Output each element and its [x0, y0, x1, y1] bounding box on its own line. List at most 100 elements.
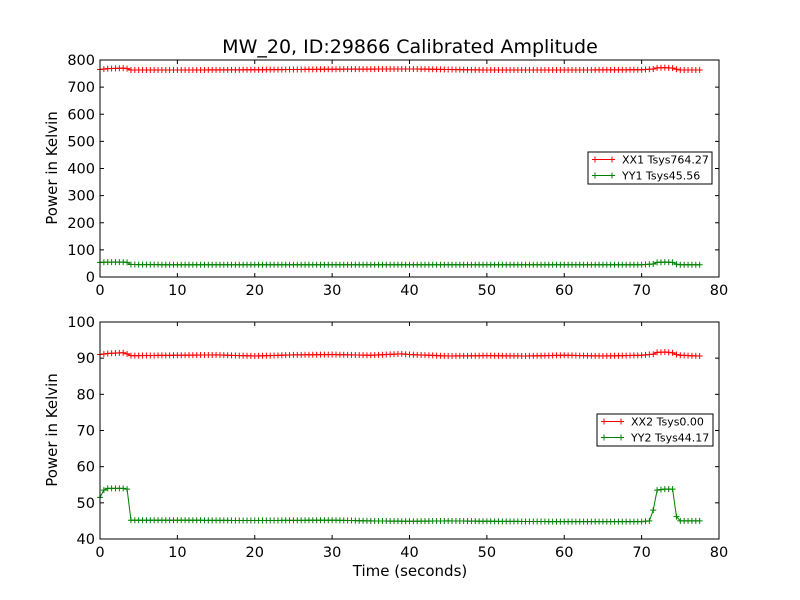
- top-y-tick-label-400: 400: [67, 162, 95, 178]
- top-y-tick-600: 600: [67, 107, 719, 123]
- bottom-y-tick-90: 90: [77, 351, 719, 367]
- bottom-y-tick-80: 80: [77, 387, 719, 403]
- bottom-point-yy2-155: [696, 517, 703, 524]
- bottom-y-ticks: 40 50 60 70 80 90 100: [67, 315, 719, 548]
- top-legend-box: [587, 151, 713, 185]
- bottom-x-tick-10: 10: [168, 322, 187, 561]
- top-y-tick-label-300: 300: [67, 189, 95, 205]
- top-x-tick-70: 70: [632, 60, 651, 299]
- top-y-tick-label-0: 0: [86, 270, 95, 286]
- bottom-x-tick-label-30: 30: [323, 545, 341, 561]
- top-legend-marker-xx1-1: [609, 156, 615, 163]
- top-x-tick-30: 30: [323, 60, 341, 299]
- bottom-point-xx2-149: [673, 351, 680, 358]
- bottom-legend-label-xx2: XX2 Tsys0.00: [631, 416, 704, 429]
- top-point-yy1-155: [696, 261, 703, 268]
- top-point-yy1-7: [124, 259, 131, 266]
- bottom-point-yy2-7: [124, 486, 131, 493]
- top-x-tick-label-10: 10: [168, 283, 186, 299]
- top-y-ticks: 0 100 200 300 400 500 600 700 800: [67, 53, 719, 286]
- bottom-x-tick-label-50: 50: [478, 545, 496, 561]
- top-x-tick-label-80: 80: [710, 283, 728, 299]
- top-y-tick-200: 200: [67, 216, 719, 232]
- bottom-x-tick-0: 0: [95, 322, 105, 561]
- bottom-point-yy2-145: [657, 486, 664, 493]
- bottom-legend-entry-yy2: YY2 Tsys44.17: [601, 432, 709, 445]
- top-point-xx1-7: [124, 65, 131, 72]
- bottom-point-yy2-143: [650, 507, 657, 514]
- top-point-xx1-155: [696, 67, 703, 74]
- bottom-x-tick-label-20: 20: [246, 545, 264, 561]
- top-y-tick-700: 700: [67, 80, 719, 96]
- top-y-tick-400: 400: [67, 162, 719, 178]
- bottom-x-tick-80: 80: [710, 322, 728, 561]
- bottom-point-xx2-7: [124, 350, 131, 357]
- bottom-x-tick-40: 40: [400, 322, 419, 561]
- top-y-tick-label-500: 500: [67, 134, 95, 150]
- bottom-point-xx2-148: [669, 349, 676, 356]
- bottom-legend-label-yy2: YY2 Tsys44.17: [630, 432, 709, 445]
- bottom-point-yy2-148: [669, 486, 676, 493]
- bottom-point-yy2-6: [120, 485, 127, 492]
- bottom-point-yy2-142: [646, 517, 653, 524]
- bottom-y-tick-100: 100: [67, 315, 719, 331]
- top-x-tick-label-40: 40: [400, 283, 418, 299]
- bottom-y-tick-label-90: 90: [77, 351, 95, 367]
- bottom-point-xx2-155: [696, 352, 703, 359]
- top-series-xx1: [97, 64, 703, 74]
- bottom-point-yy2-149: [673, 513, 680, 520]
- top-x-tick-label-60: 60: [555, 283, 573, 299]
- top-legend: XX1 Tsys764.27 YY1 Tsys45.56: [587, 151, 713, 185]
- top-point-xx1-6: [120, 65, 127, 72]
- top-y-tick-label-600: 600: [67, 107, 95, 123]
- top-y-tick-800: 800: [67, 53, 719, 69]
- top-y-tick-100: 100: [67, 243, 719, 259]
- bottom-x-tick-60: 60: [555, 322, 573, 561]
- bottom-legend-marker-yy2-1: [618, 434, 624, 441]
- top-x-tick-10: 10: [168, 60, 187, 299]
- top-y-tick-label-200: 200: [67, 216, 95, 232]
- bottom-legend-marker-yy2-0: [601, 434, 607, 441]
- top-point-yy1-149: [673, 261, 680, 268]
- top-point-yy1-148: [669, 259, 676, 266]
- top-legend-label-xx1: XX1 Tsys764.27: [622, 154, 709, 167]
- bottom-point-xx2-1: [100, 351, 107, 358]
- bottom-point-yy2-1: [100, 487, 107, 494]
- top-x-tick-label-20: 20: [246, 283, 264, 299]
- top-x-tick-20: 20: [246, 60, 264, 299]
- bottom-x-tick-label-10: 10: [168, 545, 186, 561]
- top-x-ticks: 0 10 20 30 40 50 60 70 80: [95, 60, 728, 299]
- bottom-series-line-yy2: [99, 487, 700, 523]
- bottom-y-tick-70: 70: [77, 424, 719, 440]
- top-legend-marker-yy1-1: [609, 172, 615, 179]
- top-x-tick-0: 0: [95, 60, 105, 299]
- bottom-y-axis-label: Power in Kelvin: [43, 373, 61, 487]
- top-subplot: MW_20, ID:29866 Calibrated Amplitude Pow…: [43, 36, 728, 299]
- bottom-y-tick-label-40: 40: [77, 532, 95, 548]
- top-x-tick-label-70: 70: [632, 283, 650, 299]
- top-x-tick-label-0: 0: [95, 283, 104, 299]
- top-y-tick-0: 0: [86, 270, 719, 286]
- top-x-tick-80: 80: [710, 60, 728, 299]
- top-x-tick-50: 50: [478, 60, 496, 299]
- bottom-x-tick-label-80: 80: [710, 545, 728, 561]
- top-y-tick-label-700: 700: [67, 80, 95, 96]
- bottom-x-tick-20: 20: [246, 322, 264, 561]
- top-plot-marks: [97, 64, 703, 268]
- top-y-tick-300: 300: [67, 189, 719, 205]
- top-legend-entry-yy1: YY1 Tsys45.56: [592, 170, 700, 183]
- bottom-x-tick-30: 30: [323, 322, 341, 561]
- bottom-legend-marker-xx2-1: [618, 418, 624, 425]
- bottom-x-tick-label-40: 40: [400, 545, 418, 561]
- bottom-y-tick-label-70: 70: [77, 424, 95, 440]
- bottom-y-tick-label-60: 60: [77, 460, 95, 476]
- bottom-plot-marks: [97, 349, 703, 525]
- top-x-tick-label-50: 50: [478, 283, 496, 299]
- bottom-x-tick-70: 70: [632, 322, 651, 561]
- bottom-point-xx2-143: [650, 351, 657, 358]
- top-point-yy1-143: [650, 260, 657, 267]
- top-legend-marker-xx1-0: [592, 156, 598, 163]
- bottom-x-tick-label-70: 70: [632, 545, 650, 561]
- top-y-axis-label: Power in Kelvin: [43, 111, 61, 225]
- top-legend-marker-yy1-0: [592, 172, 598, 179]
